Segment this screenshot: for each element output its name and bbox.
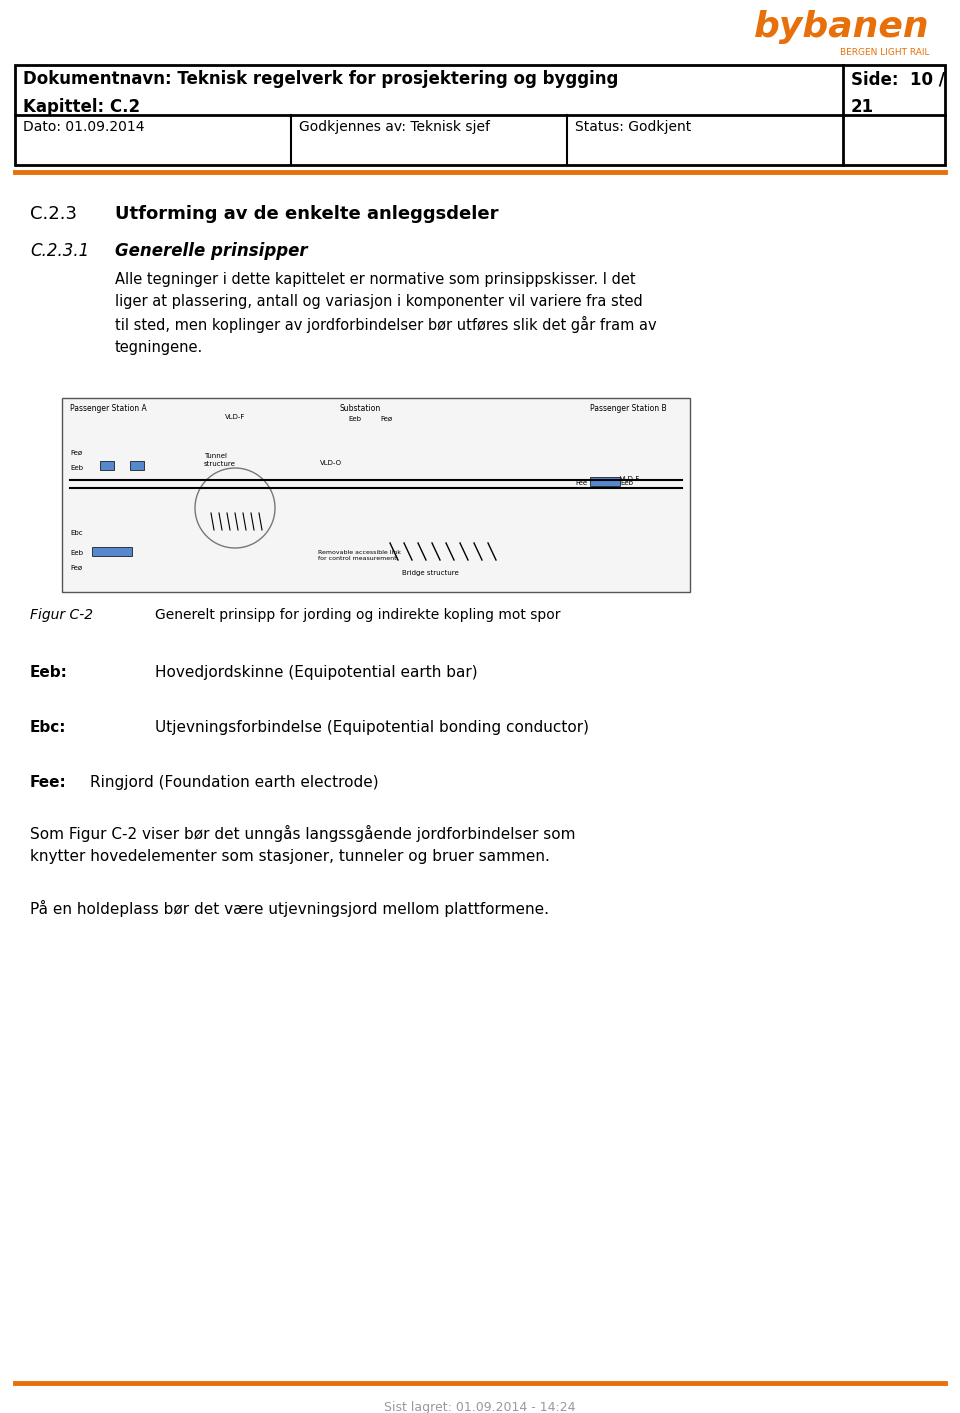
Text: Bridge structure: Bridge structure — [401, 569, 458, 577]
Bar — [15, 65, 945, 165]
Text: Dokumentnavn: Teknisk regelverk for prosjektering og bygging
Kapittel: C.2: Dokumentnavn: Teknisk regelverk for pros… — [23, 71, 618, 116]
Text: Dato: 01.09.2014: Dato: 01.09.2014 — [23, 120, 145, 134]
Text: Status: Godkjent: Status: Godkjent — [575, 120, 691, 134]
Text: Eeb: Eeb — [70, 550, 83, 555]
Text: Side:  10 /
21: Side: 10 / 21 — [851, 71, 945, 116]
Text: Generelt prinsipp for jording og indirekte kopling mot spor: Generelt prinsipp for jording og indirek… — [155, 608, 561, 622]
Text: Utjevningsforbindelse (Equipotential bonding conductor): Utjevningsforbindelse (Equipotential bon… — [155, 721, 589, 735]
Bar — [62, 398, 690, 592]
Bar — [590, 478, 620, 486]
Text: På en holdeplass bør det være utjevningsjord mellom plattformene.: På en holdeplass bør det være utjevnings… — [30, 900, 549, 917]
Text: C.2.3.1: C.2.3.1 — [30, 242, 89, 260]
Text: Feø: Feø — [70, 449, 83, 456]
Text: Eeb: Eeb — [620, 480, 633, 486]
Text: Ringjord (Foundation earth electrode): Ringjord (Foundation earth electrode) — [90, 774, 378, 790]
Bar — [100, 461, 114, 471]
Text: Hovedjordskinne (Equipotential earth bar): Hovedjordskinne (Equipotential earth bar… — [155, 666, 478, 680]
Text: Fee: Fee — [575, 480, 588, 486]
Text: bybanen: bybanen — [755, 10, 930, 44]
Text: VLD-F: VLD-F — [620, 476, 640, 482]
Text: Eeb: Eeb — [70, 465, 83, 471]
Text: Figur C-2: Figur C-2 — [30, 608, 93, 622]
Text: VLD-O: VLD-O — [320, 461, 342, 466]
Text: Eeb: Eeb — [348, 415, 361, 422]
Text: Fee:: Fee: — [30, 774, 67, 790]
Text: Alle tegninger i dette kapittelet er normative som prinsippskisser. I det
liger : Alle tegninger i dette kapittelet er nor… — [115, 271, 657, 355]
Text: Tunnel
structure: Tunnel structure — [204, 454, 236, 466]
Text: Godkjennes av: Teknisk sjef: Godkjennes av: Teknisk sjef — [299, 120, 490, 134]
Text: Substation: Substation — [340, 404, 381, 413]
Bar — [92, 547, 132, 555]
Text: Som Figur C-2 viser bør det unngås langssgående jordforbindelser som
knytter hov: Som Figur C-2 viser bør det unngås langs… — [30, 825, 575, 863]
Bar — [130, 461, 144, 471]
Text: Removable accessible link
for control measurement: Removable accessible link for control me… — [318, 550, 401, 561]
Text: Utforming av de enkelte anleggsdeler: Utforming av de enkelte anleggsdeler — [115, 205, 498, 223]
Text: C.2.3: C.2.3 — [30, 205, 77, 223]
Text: Generelle prinsipper: Generelle prinsipper — [115, 242, 307, 260]
Text: Feø: Feø — [70, 565, 83, 571]
Text: Passenger Station B: Passenger Station B — [590, 404, 666, 413]
Text: Sist lagret: 01.09.2014 - 14:24: Sist lagret: 01.09.2014 - 14:24 — [384, 1402, 576, 1413]
Text: BERGEN LIGHT RAIL: BERGEN LIGHT RAIL — [841, 48, 930, 57]
Text: VLD-F: VLD-F — [225, 414, 246, 420]
Text: Passenger Station A: Passenger Station A — [70, 404, 147, 413]
Text: Ebc: Ebc — [70, 530, 83, 536]
Text: Feø: Feø — [380, 415, 392, 422]
Text: Eeb:: Eeb: — [30, 666, 68, 680]
Text: Ebc:: Ebc: — [30, 721, 66, 735]
